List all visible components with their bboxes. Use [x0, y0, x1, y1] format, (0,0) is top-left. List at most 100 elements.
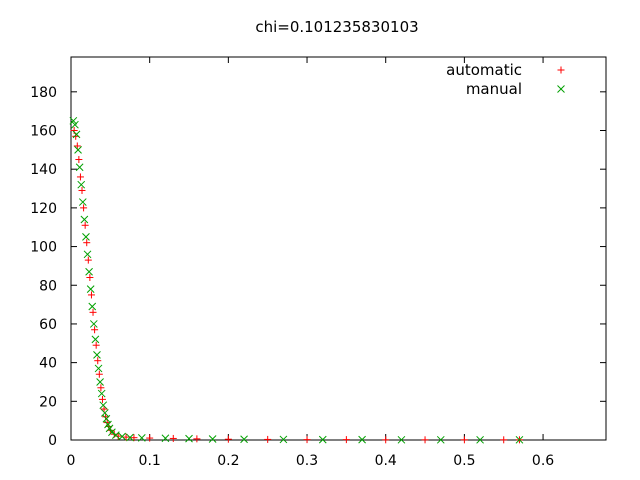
data-point-manual — [161, 434, 170, 443]
legend-marker-manual — [557, 85, 565, 93]
data-point-manual — [279, 435, 288, 444]
x-tick-label: 0.6 — [532, 453, 554, 469]
data-point-automatic — [146, 434, 154, 442]
data-point-automatic — [89, 308, 97, 316]
data-point-automatic — [92, 341, 100, 349]
data-point-automatic — [193, 435, 201, 443]
legend-marker-automatic — [557, 66, 565, 74]
data-point-manual — [397, 435, 406, 444]
data-point-automatic — [78, 186, 86, 194]
data-point-manual — [108, 428, 116, 437]
y-tick-label: 20 — [39, 394, 57, 410]
data-point-manual — [94, 364, 103, 373]
data-point-automatic — [80, 204, 88, 212]
y-tick-label: 40 — [39, 356, 57, 372]
data-point-automatic — [264, 435, 272, 443]
data-point-manual — [72, 130, 81, 139]
data-point-automatic — [224, 435, 232, 443]
data-point-automatic — [83, 239, 91, 247]
legend: automatic manual — [446, 61, 565, 98]
data-point-manual — [91, 335, 100, 344]
data-point-automatic — [84, 256, 92, 264]
y-tick-label: 60 — [39, 317, 57, 333]
data-point-manual — [75, 163, 84, 172]
data-point-manual — [77, 180, 86, 189]
data-point-manual — [78, 198, 87, 206]
data-point-manual — [83, 250, 92, 259]
data-point-manual — [476, 435, 484, 444]
data-point-automatic — [500, 436, 508, 444]
x-tick-label: 0.4 — [375, 453, 397, 469]
data-point-automatic — [100, 405, 108, 413]
data-point-automatic — [130, 434, 138, 442]
legend-label-automatic: automatic — [446, 61, 522, 79]
data-point-manual — [97, 389, 106, 398]
data-point-automatic — [94, 357, 102, 365]
data-point-manual — [99, 401, 108, 410]
axis-ticks: 0 0.1 0.2 0.3 0.4 0.5 0.6 0 20 40 60 80 100 120 140 160… — [30, 57, 606, 469]
data-point-manual — [102, 414, 111, 423]
data-point-automatic — [114, 432, 122, 440]
data-point-manual — [208, 435, 217, 443]
data-point-automatic — [91, 326, 99, 334]
data-point-automatic — [95, 370, 103, 378]
data-point-manual — [88, 302, 97, 311]
data-point-manual — [515, 435, 524, 444]
x-tick-label: 0.5 — [453, 453, 475, 469]
data-point-manual — [436, 435, 445, 444]
y-tick-label: 100 — [30, 240, 57, 256]
data-point-manual — [137, 434, 146, 442]
data-point-automatic — [75, 156, 83, 164]
data-point-manual — [104, 420, 112, 429]
data-points — [69, 116, 524, 444]
y-tick-label: 180 — [30, 85, 57, 101]
data-point-automatic — [86, 274, 94, 282]
data-point-automatic — [70, 127, 78, 135]
data-point-automatic — [303, 436, 311, 444]
data-point-manual — [86, 285, 95, 293]
data-point-manual — [240, 435, 248, 444]
y-tick-label: 120 — [30, 201, 57, 217]
data-point-manual — [69, 116, 78, 125]
y-tick-label: 80 — [39, 278, 57, 294]
data-point-manual — [74, 145, 82, 154]
x-tick-label: 0 — [67, 453, 76, 469]
data-point-manual — [82, 233, 90, 241]
data-point-manual — [96, 378, 104, 386]
data-point-manual — [126, 433, 134, 442]
data-point-manual — [80, 215, 89, 224]
y-tick-label: 140 — [30, 162, 57, 178]
data-point-automatic — [169, 434, 177, 442]
data-point-automatic — [122, 433, 130, 441]
x-tick-label: 0.1 — [139, 453, 161, 469]
data-point-automatic — [382, 436, 390, 444]
data-point-manual — [85, 267, 93, 276]
data-point-manual — [118, 432, 126, 441]
data-point-automatic — [342, 436, 350, 444]
legend-label-manual: manual — [466, 80, 522, 98]
data-point-automatic — [87, 291, 95, 299]
x-tick-label: 0.3 — [296, 453, 318, 469]
y-tick-label: 0 — [48, 433, 57, 449]
data-point-manual — [71, 120, 79, 129]
y-tick-label: 160 — [30, 124, 57, 140]
data-point-automatic — [421, 436, 429, 444]
data-point-automatic — [81, 221, 89, 229]
chart-title: chi=0.101235830103 — [255, 18, 418, 36]
data-point-manual — [100, 409, 109, 417]
data-point-manual — [318, 435, 327, 444]
x-tick-label: 0.2 — [217, 453, 239, 469]
data-point-manual — [185, 434, 193, 443]
plot-frame — [70, 56, 607, 441]
data-point-automatic — [98, 395, 106, 403]
data-point-automatic — [460, 436, 468, 444]
data-point-automatic — [97, 384, 105, 392]
data-point-manual — [105, 424, 114, 433]
data-point-manual — [93, 351, 101, 359]
data-point-automatic — [73, 142, 81, 150]
data-point-manual — [358, 435, 366, 444]
data-point-manual — [111, 431, 120, 440]
data-point-manual — [89, 320, 98, 328]
data-point-automatic — [76, 173, 84, 181]
